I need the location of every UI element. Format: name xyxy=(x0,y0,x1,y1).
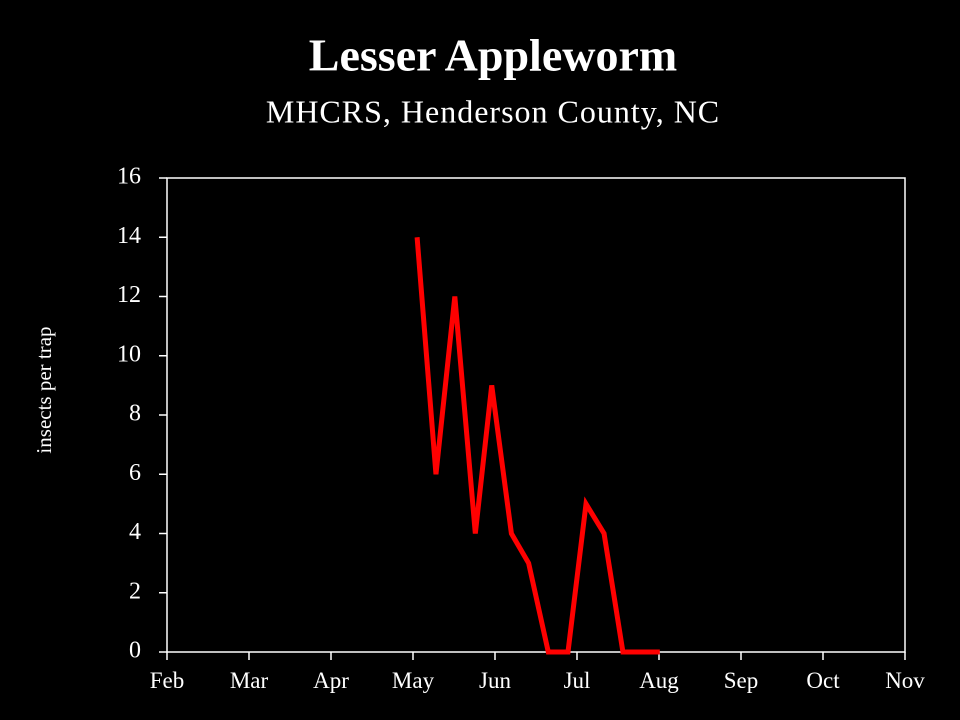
y-tick-label: 4 xyxy=(129,519,141,545)
plot-frame xyxy=(166,177,906,653)
y-tick-label: 14 xyxy=(117,223,141,249)
y-tick-label: 6 xyxy=(129,460,141,486)
x-tick-label: Mar xyxy=(230,668,269,693)
y-tick-label: 8 xyxy=(129,401,141,427)
y-tick-label: 2 xyxy=(129,578,141,604)
y-tick-label: 12 xyxy=(117,282,141,308)
x-tick-label: Jun xyxy=(479,668,511,693)
x-tick-label: Feb xyxy=(150,668,185,693)
data-line xyxy=(414,237,660,655)
x-tick-label: Oct xyxy=(806,668,840,693)
x-tick-label: Jul xyxy=(564,668,591,693)
y-axis-label: insects per trap xyxy=(32,326,56,453)
x-tick-label: Apr xyxy=(313,668,349,693)
y-tick-label: 0 xyxy=(129,638,141,664)
x-tick-label: Aug xyxy=(639,668,679,693)
x-tick-label: Nov xyxy=(885,668,925,693)
x-tick-label: May xyxy=(392,668,435,693)
y-tick-label: 16 xyxy=(117,164,141,190)
chart-title: Lesser Appleworm xyxy=(309,30,677,81)
x-tick-label: Sep xyxy=(724,668,759,693)
y-tick-label: 10 xyxy=(117,341,141,367)
chart-subtitle: MHCRS, Henderson County, NC xyxy=(266,93,720,129)
